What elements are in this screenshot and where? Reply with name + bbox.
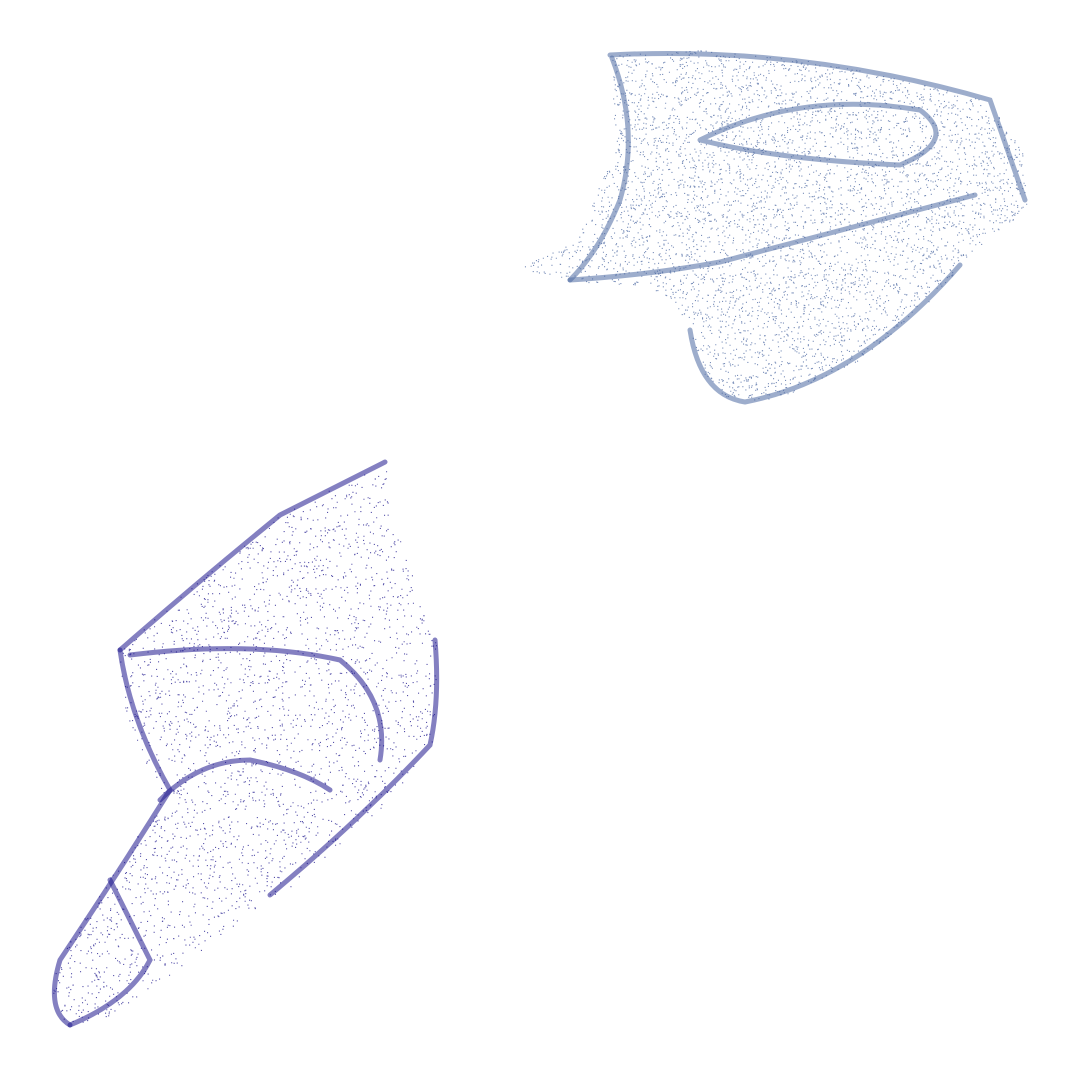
dense-edge [687,262,963,405]
dense-edge [567,192,978,283]
dense-edge [567,55,631,283]
dense-edge [117,459,388,653]
dense-edge [157,757,333,803]
dense-edge [51,647,173,1028]
dense-edge [697,101,939,168]
dense-edge [67,877,153,1028]
dense-edge [267,637,440,898]
dense-edge [607,50,1028,203]
dense-edge [127,646,385,763]
